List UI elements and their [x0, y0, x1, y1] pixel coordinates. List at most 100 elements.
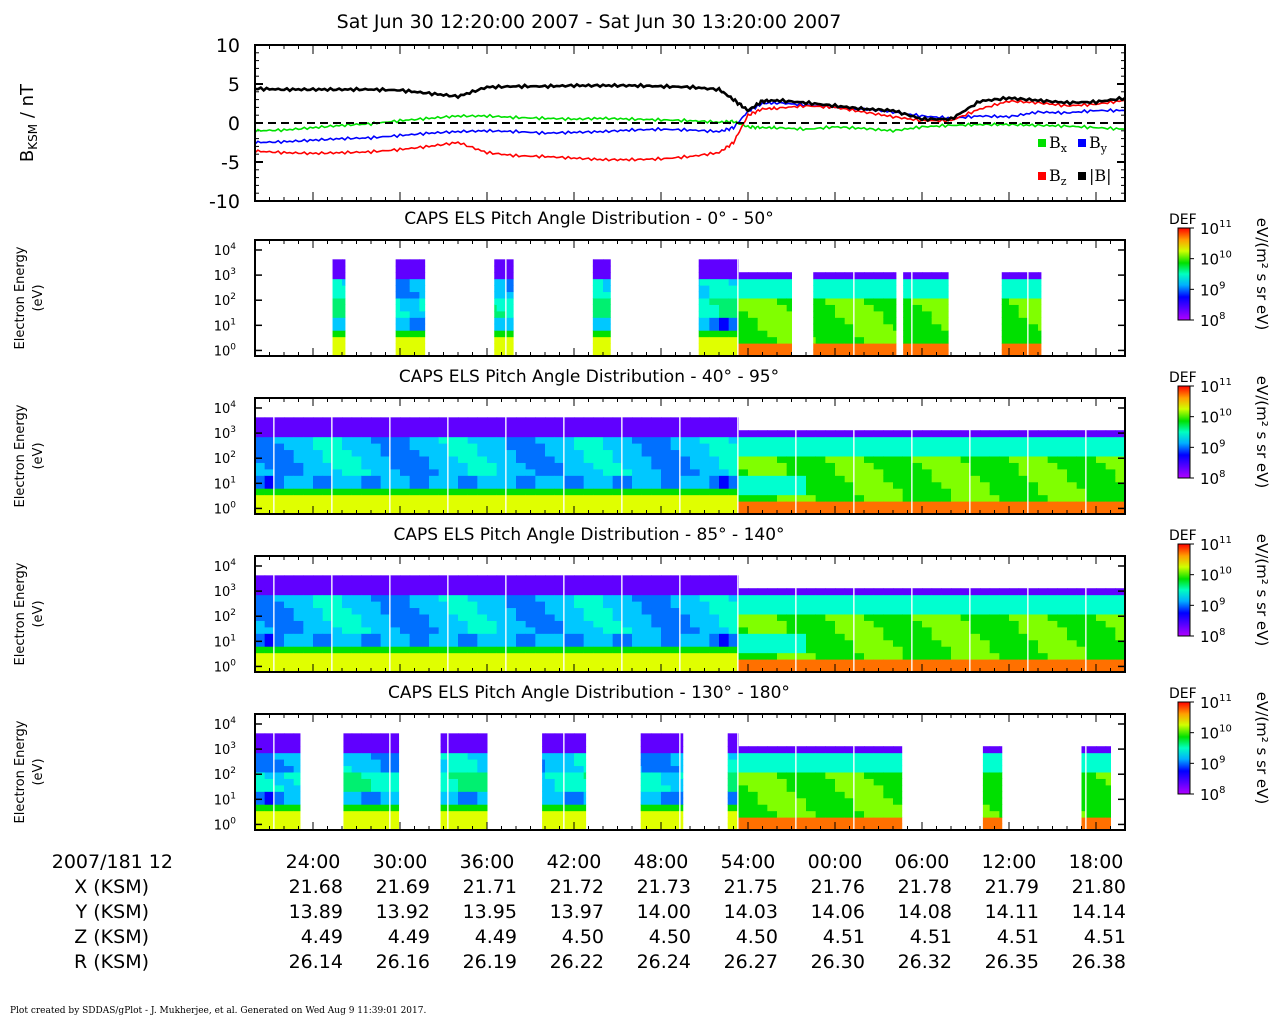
spectrogram-cell [999, 607, 1010, 615]
spectrogram-cell [322, 581, 333, 589]
spectrogram-cell [554, 652, 565, 660]
spectrogram-cell [777, 778, 788, 786]
spectrogram-cell [419, 291, 426, 299]
spectrogram-cell [835, 481, 846, 489]
spectrogram-cell [516, 417, 527, 425]
spectrogram-cell [912, 298, 923, 305]
spectrogram-cell [767, 349, 778, 357]
spectrogram-cell [506, 417, 517, 425]
spectrogram-cell [274, 423, 285, 431]
spectrogram-cell [844, 272, 855, 280]
spectrogram-cell [777, 323, 788, 331]
spectrogram-cell [477, 607, 488, 615]
spectrogram-cell [748, 285, 759, 293]
spectrogram-cell [506, 278, 514, 286]
spectrogram-cell [719, 507, 730, 515]
spectrogram-cell [748, 614, 759, 621]
spectrogram-cell [699, 291, 710, 299]
spectrogram-cell [641, 436, 652, 444]
spectrogram-cell [342, 265, 346, 273]
spectrogram-cell [912, 588, 923, 596]
spectrogram-cell [440, 791, 449, 799]
spectrogram-cell [419, 588, 430, 596]
spectrogram-cell [641, 772, 652, 779]
spectrogram-cell [941, 507, 952, 515]
spectrogram-cell [429, 601, 440, 609]
spectrogram-cell [835, 343, 846, 351]
ephemeris-value: 26.27 [724, 951, 778, 973]
spectrogram-cell [815, 343, 826, 351]
spectrogram-cell [603, 665, 614, 673]
spectrogram-cell [342, 507, 353, 515]
spectrogram-cell [255, 778, 266, 786]
spectrogram-cell [332, 575, 343, 583]
spectrogram-cell [796, 501, 807, 509]
spectrogram-cell [728, 746, 739, 754]
spectrogram-cell [313, 481, 324, 489]
spectrogram-cell [641, 620, 652, 628]
spectrogram-cell [351, 581, 362, 589]
spectrogram-cell [400, 462, 411, 470]
spectrogram-panel: CAPS ELS Pitch Angle Distribution - 0° -… [13, 209, 1271, 359]
spectrogram-cell [767, 646, 778, 654]
spectrogram-cell [1047, 646, 1058, 654]
spectrogram-cell [844, 336, 855, 344]
spectrogram-cell [438, 481, 449, 489]
spectrogram-cell [941, 633, 952, 641]
spectrogram-cell [255, 784, 266, 792]
spectrogram-cell [506, 494, 517, 502]
spectrogram-cell [873, 804, 884, 812]
spectrogram-cell [274, 456, 285, 463]
spectrogram-cell [727, 759, 730, 767]
spectrogram-cell [603, 646, 614, 654]
spectrogram-cell [322, 449, 333, 457]
spectrogram-cell [699, 449, 710, 457]
spectrogram-cell [777, 646, 788, 654]
spectrogram-cell [670, 601, 681, 609]
spectrogram-cell [680, 797, 684, 805]
spectrogram-cell [535, 475, 546, 483]
spectrogram-cell [970, 475, 981, 483]
spectrogram-cell [351, 746, 362, 754]
spectrogram-cell [883, 784, 894, 792]
spectrogram-cell [738, 449, 749, 457]
spectrogram-cell [574, 575, 585, 583]
spectrogram-cell [698, 349, 701, 357]
spectrogram-cell [999, 501, 1010, 509]
spectrogram-cell [313, 494, 324, 502]
spectrogram-cell [813, 317, 817, 325]
spectrogram-cell [709, 588, 720, 596]
spectrogram-cell [303, 468, 314, 476]
spectrogram-cell [284, 746, 295, 754]
spectrogram-cell [825, 336, 836, 344]
spectrogram-cell [622, 575, 633, 583]
spectrogram-cell [748, 436, 759, 444]
spectrogram-cell [844, 285, 855, 293]
spectrogram-cell [680, 581, 691, 589]
spectrogram-cell [1081, 810, 1087, 818]
spectrogram-cell [813, 278, 817, 286]
spectrogram-cell [777, 436, 788, 444]
spectrogram-cell [593, 323, 604, 331]
spectrogram-cell [748, 639, 759, 647]
spectrogram-cell [458, 791, 469, 799]
spectrogram-cell [757, 633, 768, 641]
spectrogram-cell [912, 317, 923, 325]
spectrogram-cell [603, 259, 611, 267]
spectrogram-cell [494, 343, 498, 351]
spectrogram-cell [641, 810, 652, 818]
spectrogram-cell [622, 462, 633, 470]
spectrogram-cell [757, 285, 768, 293]
spectrogram-cell [727, 739, 730, 747]
spectrogram-cell [893, 272, 897, 280]
spectrogram-cell [951, 607, 962, 615]
spectrogram-cell [1105, 626, 1116, 634]
spectrogram-cell [593, 449, 604, 457]
spectrogram-cell [390, 601, 401, 609]
spectrogram-cell [458, 759, 469, 767]
spectrogram-cell [786, 752, 797, 760]
spectrogram-cell [854, 323, 865, 331]
spectrogram-cell [264, 417, 275, 425]
spectrogram-cell [767, 752, 778, 760]
spectrogram-cell [1115, 601, 1126, 609]
